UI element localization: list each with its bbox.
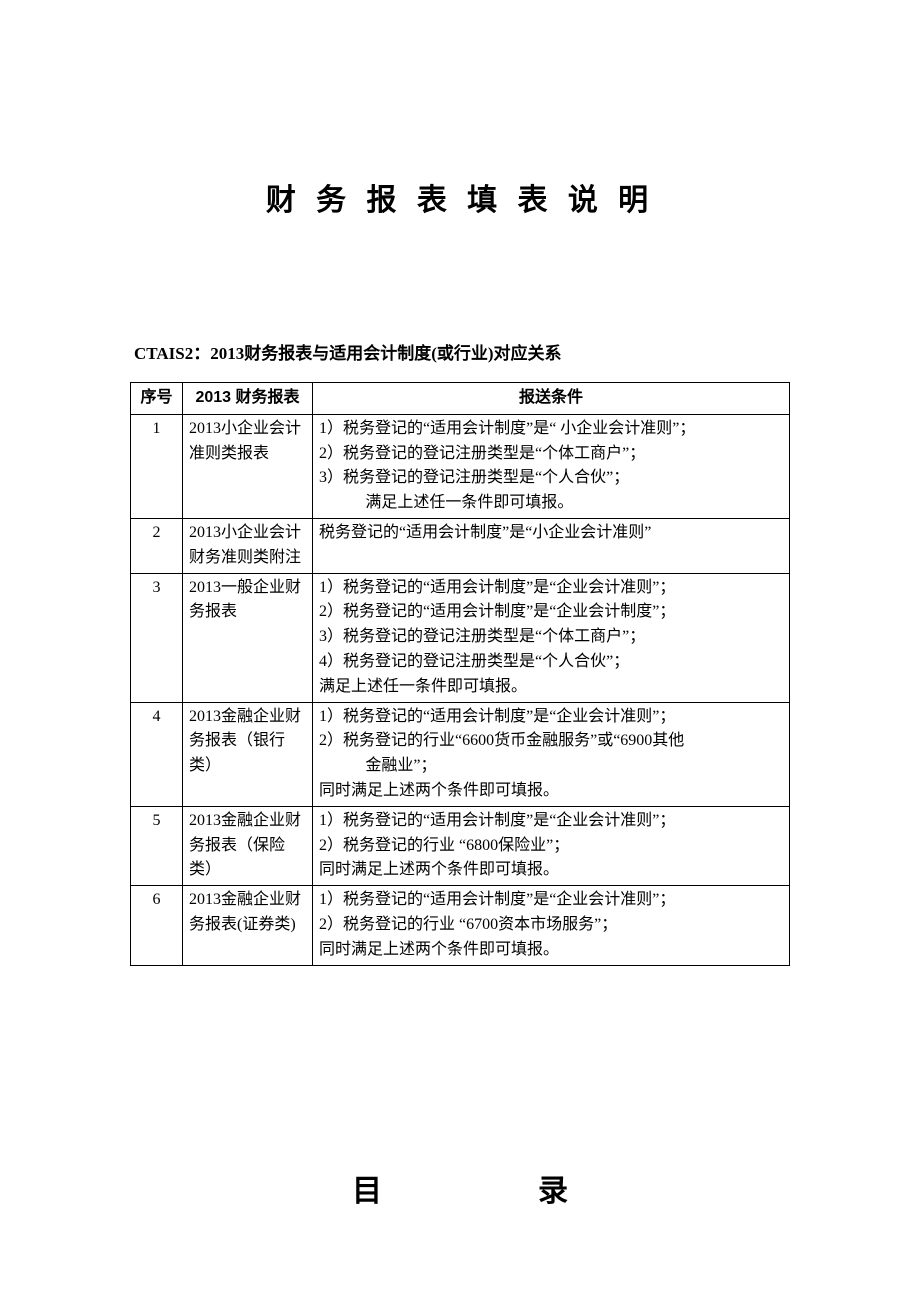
seq-cell: 1 xyxy=(131,414,183,518)
condition-line: 2）税务登记的“适用会计制度”是“企业会计制度”； xyxy=(319,600,783,625)
seq-cell: 5 xyxy=(131,806,183,885)
condition-line: 同时满足上述两个条件即可填报。 xyxy=(319,858,783,883)
table-row: 52013金融企业财务报表（保险类）1）税务登记的“适用会计制度”是“企业会计准… xyxy=(131,806,790,885)
name-cell: 2013小企业会计财务准则类附注 xyxy=(183,518,313,573)
name-cell: 2013小企业会计准则类报表 xyxy=(183,414,313,518)
name-cell: 2013金融企业财务报表(证券类) xyxy=(183,886,313,965)
toc-title: 目录 xyxy=(130,1166,790,1210)
seq-cell: 6 xyxy=(131,886,183,965)
conditions-cell: 1）税务登记的“适用会计制度”是“企业会计准则”；2）税务登记的行业“6600货… xyxy=(313,702,790,806)
table-row: 42013金融企业财务报表（银行类）1）税务登记的“适用会计制度”是“企业会计准… xyxy=(131,702,790,806)
condition-line: 3）税务登记的登记注册类型是“个体工商户”； xyxy=(319,625,783,650)
condition-line: 同时满足上述两个条件即可填报。 xyxy=(319,779,783,804)
condition-line: 满足上述任一条件即可填报。 xyxy=(319,491,783,516)
name-cell: 2013金融企业财务报表（保险类） xyxy=(183,806,313,885)
condition-line: 3）税务登记的登记注册类型是“个人合伙”； xyxy=(319,466,783,491)
col-header-cond: 报送条件 xyxy=(313,383,790,415)
col-header-seq: 序号 xyxy=(131,383,183,415)
condition-line: 1）税务登记的“适用会计制度”是“企业会计准则”； xyxy=(319,705,783,730)
condition-line: 4）税务登记的登记注册类型是“个人合伙”； xyxy=(319,650,783,675)
conditions-cell: 1）税务登记的“适用会计制度”是“企业会计准则”；2）税务登记的行业 “6800… xyxy=(313,806,790,885)
conditions-cell: 1）税务登记的“适用会计制度”是“企业会计准则”；2）税务登记的行业 “6700… xyxy=(313,886,790,965)
condition-line: 2）税务登记的行业 “6700资本市场服务”； xyxy=(319,913,783,938)
conditions-cell: 1）税务登记的“适用会计制度”是“企业会计准则”；2）税务登记的“适用会计制度”… xyxy=(313,573,790,702)
seq-cell: 2 xyxy=(131,518,183,573)
name-cell: 2013金融企业财务报表（银行类） xyxy=(183,702,313,806)
mapping-table: 序号 2013 财务报表 报送条件 12013小企业会计准则类报表1）税务登记的… xyxy=(130,382,790,966)
condition-line: 2）税务登记的行业“6600货币金融服务”或“6900其他 xyxy=(319,729,783,754)
table-row: 12013小企业会计准则类报表1）税务登记的“适用会计制度”是“ 小企业会计准则… xyxy=(131,414,790,518)
condition-line: 1）税务登记的“适用会计制度”是“企业会计准则”； xyxy=(319,576,783,601)
condition-line: 2）税务登记的登记注册类型是“个体工商户”； xyxy=(319,442,783,467)
toc-char-left: 目 xyxy=(352,1175,382,1208)
condition-line: 2）税务登记的行业 “6800保险业”； xyxy=(319,834,783,859)
conditions-cell: 税务登记的“适用会计制度”是“小企业会计准则” xyxy=(313,518,790,573)
page-title: 财 务 报 表 填 表 说 明 xyxy=(130,175,790,219)
table-row: 32013一般企业财务报表1）税务登记的“适用会计制度”是“企业会计准则”；2）… xyxy=(131,573,790,702)
condition-line: 1）税务登记的“适用会计制度”是“企业会计准则”； xyxy=(319,809,783,834)
table-row: 62013金融企业财务报表(证券类)1）税务登记的“适用会计制度”是“企业会计准… xyxy=(131,886,790,965)
table-row: 22013小企业会计财务准则类附注税务登记的“适用会计制度”是“小企业会计准则” xyxy=(131,518,790,573)
seq-cell: 3 xyxy=(131,573,183,702)
seq-cell: 4 xyxy=(131,702,183,806)
name-cell: 2013一般企业财务报表 xyxy=(183,573,313,702)
condition-line: 1）税务登记的“适用会计制度”是“企业会计准则”； xyxy=(319,888,783,913)
document-page: 财 务 报 表 填 表 说 明 CTAIS2：2013财务报表与适用会计制度(或… xyxy=(0,0,920,1302)
condition-line: 税务登记的“适用会计制度”是“小企业会计准则” xyxy=(319,521,783,546)
toc-char-right: 录 xyxy=(538,1175,568,1208)
condition-line: 满足上述任一条件即可填报。 xyxy=(319,675,783,700)
section-heading: CTAIS2：2013财务报表与适用会计制度(或行业)对应关系 xyxy=(134,339,790,364)
condition-line: 1）税务登记的“适用会计制度”是“ 小企业会计准则”； xyxy=(319,417,783,442)
table-header-row: 序号 2013 财务报表 报送条件 xyxy=(131,383,790,415)
condition-line: 金融业”； xyxy=(319,754,783,779)
condition-line: 同时满足上述两个条件即可填报。 xyxy=(319,938,783,963)
conditions-cell: 1）税务登记的“适用会计制度”是“ 小企业会计准则”；2）税务登记的登记注册类型… xyxy=(313,414,790,518)
col-header-name: 2013 财务报表 xyxy=(183,383,313,415)
